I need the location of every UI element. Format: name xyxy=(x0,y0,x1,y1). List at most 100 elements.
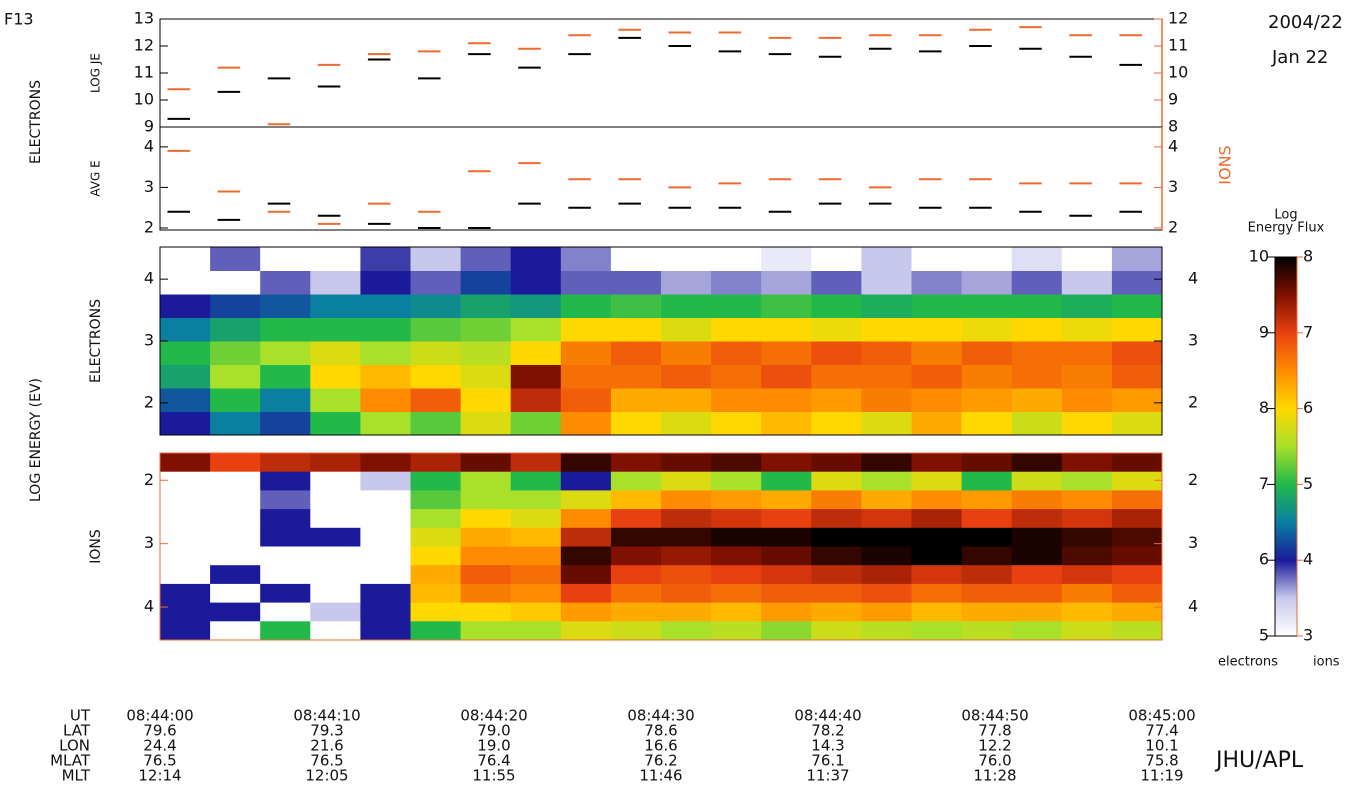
cell: 11:55 xyxy=(472,767,515,785)
y-tick-label: 3 xyxy=(144,533,154,552)
group-label: IONS xyxy=(1216,145,1235,184)
heat-cell xyxy=(1011,270,1063,295)
heat-cell xyxy=(811,546,862,566)
heat-cell xyxy=(961,411,1013,436)
heat-cell xyxy=(410,602,462,622)
heat-cell xyxy=(360,509,411,529)
heat-cell xyxy=(260,509,311,529)
heat-cell xyxy=(661,453,712,473)
heat-cell xyxy=(1061,490,1113,510)
heat-cell xyxy=(410,341,462,365)
heat-cell xyxy=(210,294,261,318)
heat-cell xyxy=(410,583,462,604)
heat-cell xyxy=(360,317,411,342)
heat-cell xyxy=(460,527,512,547)
heat-cell xyxy=(210,546,261,566)
heat-cell xyxy=(460,602,512,622)
cell: 21.6 xyxy=(310,737,343,755)
heat-cell xyxy=(160,453,211,473)
heat-cell xyxy=(360,621,411,641)
cell: 12.2 xyxy=(978,737,1011,755)
heat-cell xyxy=(911,621,963,641)
heat-cell xyxy=(961,602,1013,622)
cell: 11:28 xyxy=(973,767,1016,785)
heat-cell xyxy=(861,527,912,547)
heat-cell xyxy=(811,317,862,342)
heat-cell xyxy=(210,565,261,585)
cell: 10.1 xyxy=(1145,737,1178,755)
heat-cell xyxy=(560,388,612,412)
y-tick-label: 4 xyxy=(144,597,154,616)
y-tick-label: 3 xyxy=(1168,177,1178,196)
heat-cell xyxy=(560,341,612,365)
y-tick-label: 4 xyxy=(1188,597,1198,616)
heat-cell xyxy=(460,583,512,604)
heat-cell xyxy=(310,546,361,566)
heat-cell xyxy=(310,270,361,295)
heat-cell xyxy=(1061,270,1113,295)
colorbar-title: Log xyxy=(1274,208,1297,223)
heat-cell xyxy=(811,247,862,271)
heat-cell xyxy=(260,602,311,622)
satellite: F13 xyxy=(4,10,34,29)
heat-cell xyxy=(711,294,762,318)
heat-cell xyxy=(811,490,862,510)
heat-cell xyxy=(911,471,963,491)
heat-cell xyxy=(360,388,411,412)
heat-cell xyxy=(811,565,862,585)
heat-cell xyxy=(811,527,862,547)
heat-cell xyxy=(410,490,462,510)
heat-cell xyxy=(811,294,862,318)
row-label: LON xyxy=(59,737,90,755)
cell: 12:05 xyxy=(305,767,348,785)
heat-cell xyxy=(610,490,662,510)
heat-cell xyxy=(410,546,462,566)
heat-cell xyxy=(1111,583,1163,604)
heat-cell xyxy=(961,341,1013,365)
heat-cell xyxy=(410,388,462,412)
heat-cell xyxy=(911,490,963,510)
heat-cell xyxy=(1111,471,1163,491)
heat-cell xyxy=(911,565,963,585)
heat-cell xyxy=(310,583,361,604)
heat-cell xyxy=(410,294,462,318)
cell: 77.8 xyxy=(978,722,1011,740)
heat-cell xyxy=(711,546,762,566)
y-tick-label: 2 xyxy=(144,470,154,489)
heat-cell xyxy=(711,471,762,491)
heat-cell xyxy=(210,364,261,389)
heat-cell xyxy=(711,453,762,473)
heat-cell xyxy=(961,509,1013,529)
heat-cell xyxy=(260,364,311,389)
cell: 08:44:40 xyxy=(794,707,861,725)
heat-cell xyxy=(961,490,1013,510)
heat-cell xyxy=(861,411,912,436)
heat-cell xyxy=(160,621,211,641)
cell: 11:37 xyxy=(806,767,849,785)
heat-cell xyxy=(661,509,712,529)
heat-cell xyxy=(510,621,562,641)
heat-cell xyxy=(610,565,662,585)
heat-cell xyxy=(360,602,411,622)
heat-cell xyxy=(961,453,1013,473)
heat-cell xyxy=(861,583,912,604)
heat-cell xyxy=(1011,546,1063,566)
heat-cell xyxy=(661,411,712,436)
heat-cell xyxy=(560,509,612,529)
heat-cell xyxy=(1061,602,1113,622)
heat-cell xyxy=(510,490,562,510)
heat-cell xyxy=(460,270,512,295)
heat-cell xyxy=(1011,490,1063,510)
heat-cell xyxy=(661,471,712,491)
heat-cell xyxy=(460,317,512,342)
heat-cell xyxy=(861,509,912,529)
heat-cell xyxy=(560,247,612,271)
heat-cell xyxy=(560,453,612,473)
heat-cell xyxy=(1011,294,1063,318)
heat-cell xyxy=(360,341,411,365)
heat-cell xyxy=(210,621,261,641)
heat-cell xyxy=(1011,527,1063,547)
heat-cell xyxy=(1061,364,1113,389)
heat-cell xyxy=(610,270,662,295)
heat-cell xyxy=(861,453,912,473)
